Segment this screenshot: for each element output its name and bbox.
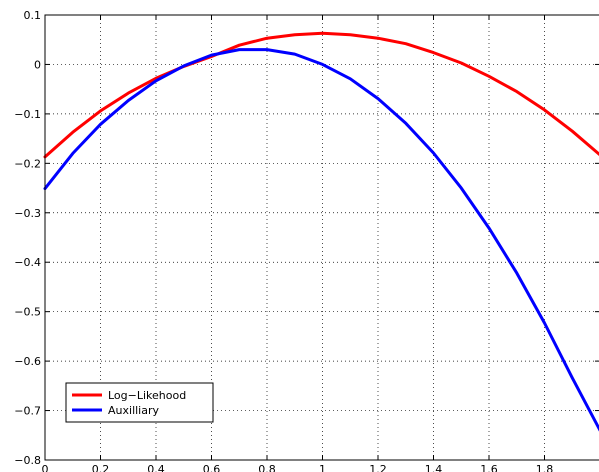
y-tick-label: −0.2 bbox=[14, 157, 41, 170]
legend-label: Log−Likehood bbox=[108, 389, 186, 402]
x-tick-label: 0.4 bbox=[147, 463, 165, 472]
y-tick-label: −0.1 bbox=[14, 108, 41, 121]
y-tick-label: −0.8 bbox=[14, 454, 41, 467]
x-tick-label: 1 bbox=[319, 463, 326, 472]
x-tick-label: 0.8 bbox=[258, 463, 276, 472]
series-line-log-likehood bbox=[43, 31, 599, 159]
y-tick-label: −0.6 bbox=[14, 355, 41, 368]
series-line-auxilliary bbox=[43, 48, 599, 432]
ticks: 0 0.2 0.4 0.6 0.8 1 1.2 1.4 1.6 1.8 0.1 0 −0.1 −0.2 −0… bbox=[14, 9, 599, 472]
x-tick-label: 0.2 bbox=[92, 463, 110, 472]
x-tick-label: 1.2 bbox=[369, 463, 387, 472]
x-tick-label: 1.8 bbox=[536, 463, 554, 472]
x-tick-label: 1.4 bbox=[425, 463, 443, 472]
legend-label: Auxilliary bbox=[108, 404, 159, 417]
y-tick-label: −0.3 bbox=[14, 207, 41, 220]
legend: Log−Likehood Auxilliary bbox=[65, 382, 214, 423]
y-tick-label: 0.1 bbox=[24, 9, 42, 22]
x-tick-label: 0 bbox=[42, 463, 49, 472]
y-tick-label: −0.4 bbox=[14, 256, 41, 269]
legend-box bbox=[65, 382, 214, 423]
y-tick-label: −0.7 bbox=[14, 405, 41, 418]
y-tick-label: 0 bbox=[34, 58, 41, 71]
series-layer bbox=[43, 31, 599, 432]
x-tick-label: 0.6 bbox=[203, 463, 221, 472]
x-tick-label: 1.6 bbox=[480, 463, 498, 472]
y-tick-label: −0.5 bbox=[14, 306, 41, 319]
